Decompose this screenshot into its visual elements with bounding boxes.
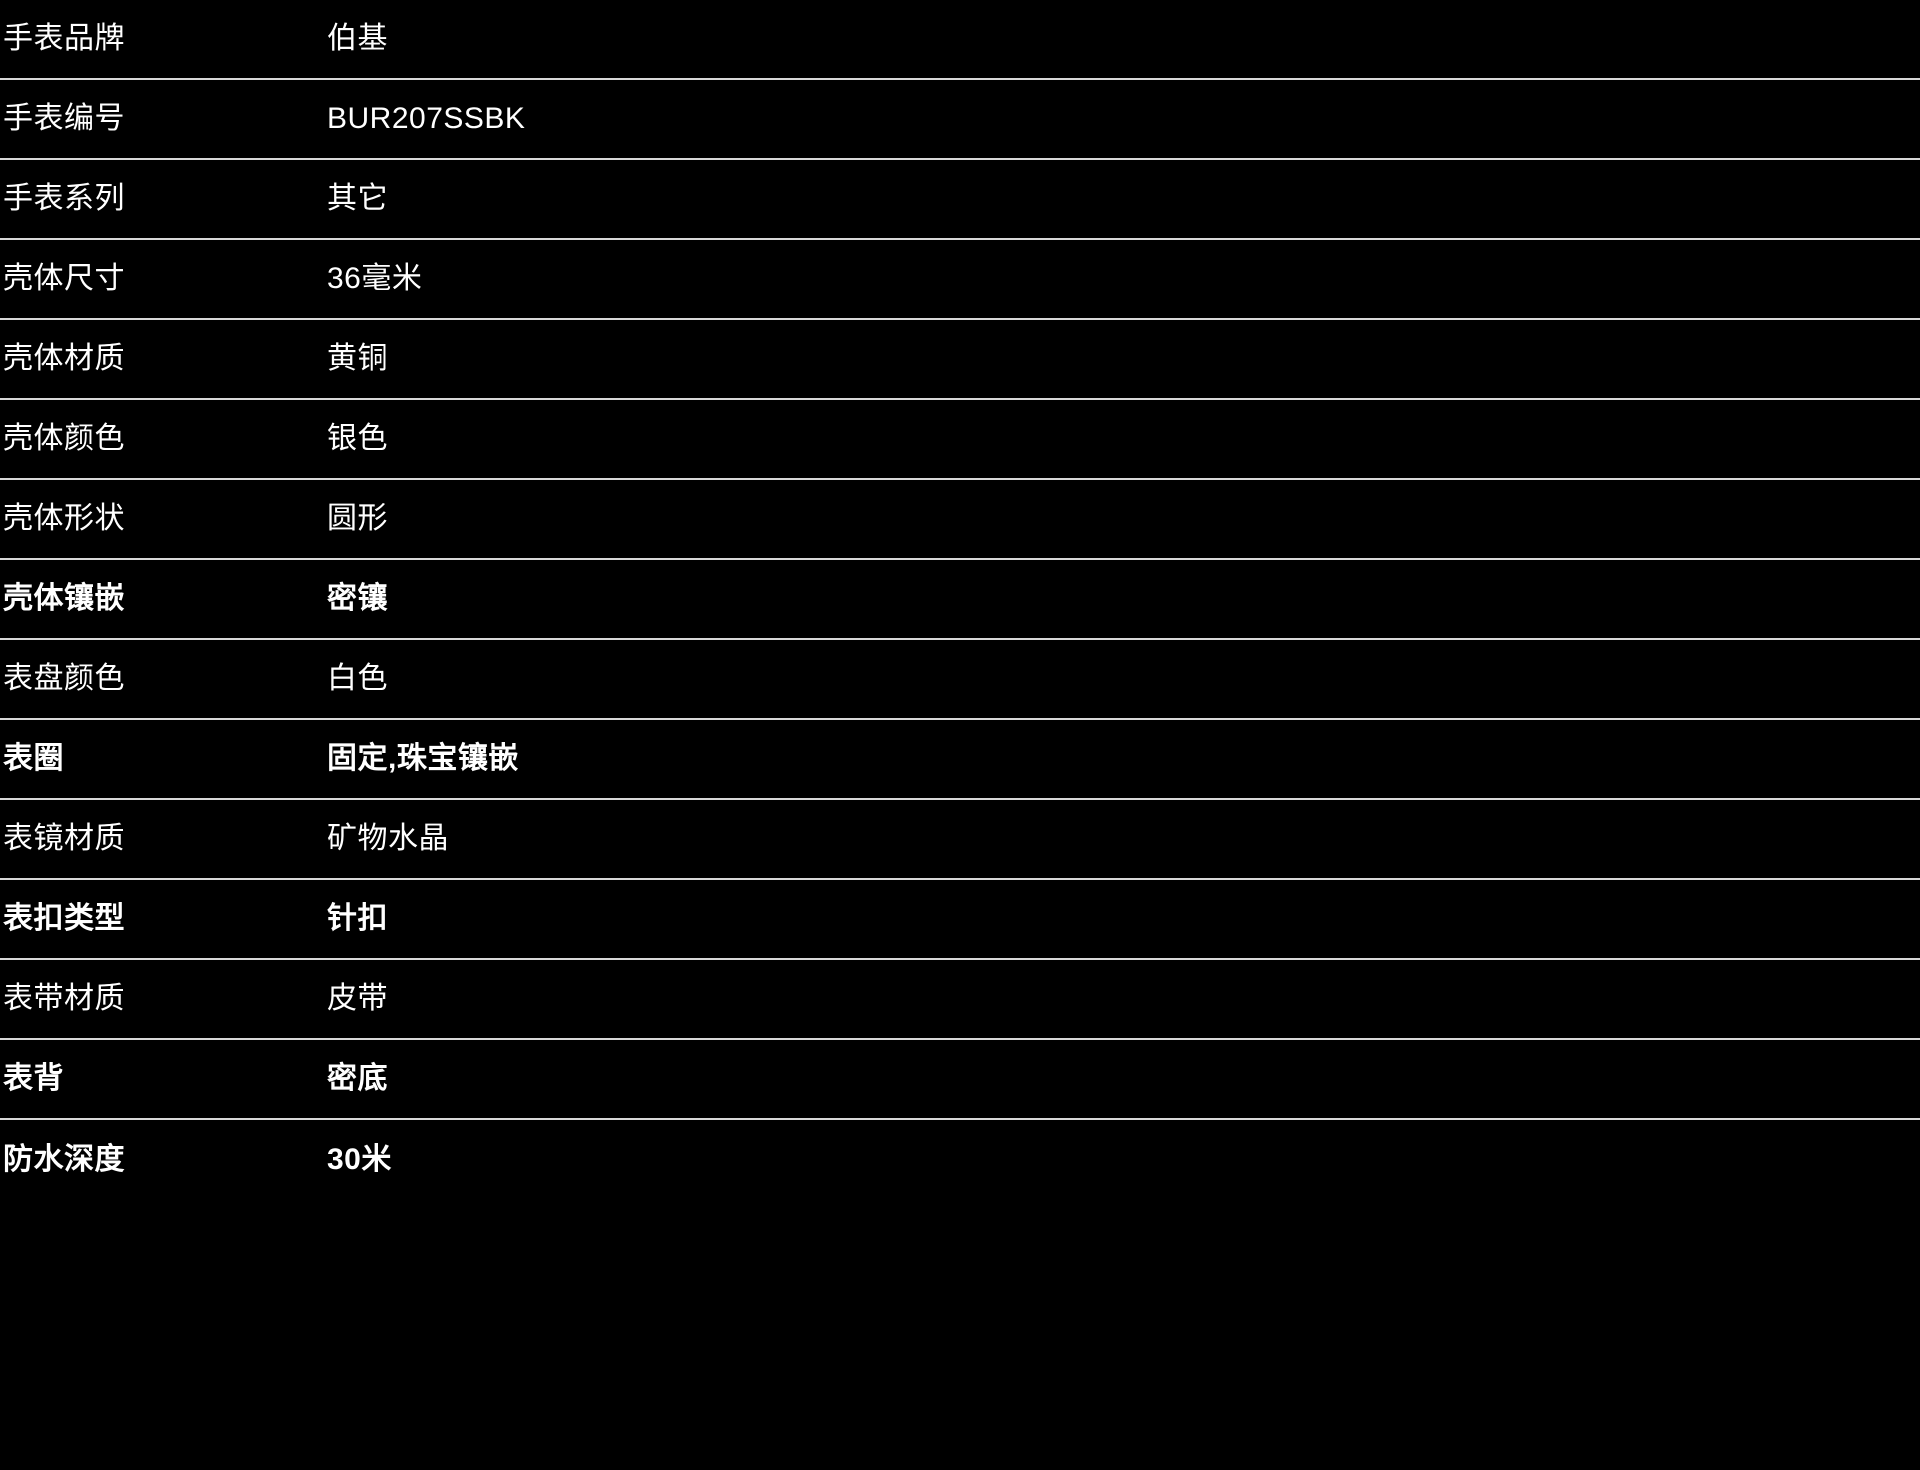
spec-label: 手表编号	[3, 102, 125, 135]
table-row: 壳体材质 黄铜	[0, 320, 1920, 400]
spec-value: 针扣	[327, 902, 388, 935]
spec-label: 手表品牌	[3, 22, 125, 55]
spec-label: 壳体尺寸	[3, 262, 125, 295]
spec-value: 矿物水晶	[327, 822, 449, 855]
table-row: 防水深度 30米	[0, 1120, 1920, 1200]
table-row: 表盘颜色 白色	[0, 640, 1920, 720]
spec-value: 密底	[327, 1062, 388, 1095]
spec-value: 黄铜	[327, 342, 388, 375]
table-row: 壳体镶嵌 密镶	[0, 560, 1920, 640]
spec-value: 伯基	[327, 22, 388, 55]
spec-label: 表圈	[3, 742, 64, 775]
table-row: 手表系列 其它	[0, 160, 1920, 240]
table-row: 手表品牌 伯基	[0, 0, 1920, 80]
table-row: 表镜材质 矿物水晶	[0, 800, 1920, 880]
spec-label: 表扣类型	[3, 902, 125, 935]
spec-label: 表镜材质	[3, 822, 125, 855]
spec-label: 壳体材质	[3, 342, 125, 375]
spec-label: 手表系列	[3, 182, 125, 215]
table-row: 壳体形状 圆形	[0, 480, 1920, 560]
table-row: 壳体颜色 银色	[0, 400, 1920, 480]
spec-label: 表背	[3, 1062, 64, 1095]
spec-value: 固定,珠宝镶嵌	[327, 742, 519, 775]
spec-label: 表带材质	[3, 982, 125, 1015]
table-row: 表扣类型 针扣	[0, 880, 1920, 960]
table-row: 手表编号 BUR207SSBK	[0, 80, 1920, 160]
table-row: 表带材质 皮带	[0, 960, 1920, 1040]
spec-value: BUR207SSBK	[327, 102, 526, 135]
spec-value: 白色	[327, 662, 388, 695]
spec-value: 皮带	[327, 982, 388, 1015]
spec-value: 圆形	[327, 502, 388, 535]
spec-value: 其它	[327, 182, 388, 215]
spec-value: 银色	[327, 422, 388, 455]
spec-label: 防水深度	[3, 1143, 125, 1176]
spec-value: 30米	[327, 1143, 392, 1176]
table-row: 表背 密底	[0, 1040, 1920, 1120]
table-row: 表圈 固定,珠宝镶嵌	[0, 720, 1920, 800]
table-row: 壳体尺寸 36毫米	[0, 240, 1920, 320]
spec-label: 壳体镶嵌	[3, 582, 125, 615]
spec-label: 表盘颜色	[3, 662, 125, 695]
spec-label: 壳体颜色	[3, 422, 125, 455]
spec-value: 36毫米	[327, 262, 423, 295]
spec-label: 壳体形状	[3, 502, 125, 535]
spec-value: 密镶	[327, 582, 388, 615]
